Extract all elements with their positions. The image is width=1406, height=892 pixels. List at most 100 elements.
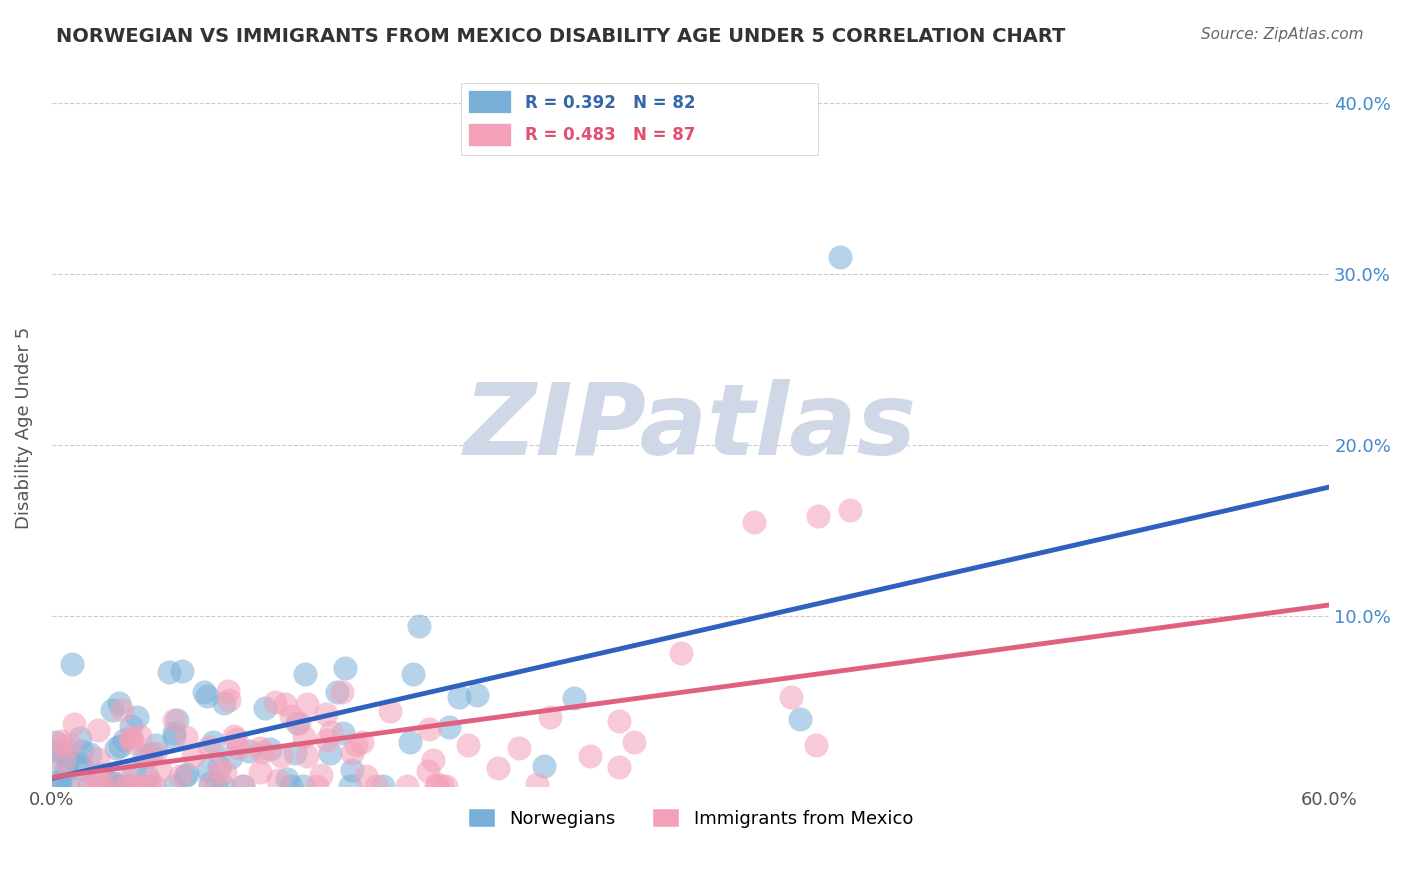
Point	[163, 726, 186, 740]
Point	[218, 693, 240, 707]
Point	[211, 780, 233, 794]
Point	[434, 780, 457, 794]
Point	[87, 752, 110, 766]
Point	[437, 720, 460, 734]
Point	[326, 685, 349, 699]
Point	[51, 738, 73, 752]
Point	[86, 770, 108, 784]
Point	[90, 766, 112, 780]
Point	[804, 739, 827, 753]
Point	[132, 750, 155, 764]
Text: NORWEGIAN VS IMMIGRANTS FROM MEXICO DISABILITY AGE UNDER 5 CORRELATION CHART: NORWEGIAN VS IMMIGRANTS FROM MEXICO DISA…	[56, 27, 1066, 45]
Point	[174, 769, 197, 783]
Point	[364, 780, 387, 794]
Point	[225, 731, 247, 746]
Point	[166, 713, 188, 727]
Point	[408, 619, 430, 633]
Point	[350, 735, 373, 749]
Point	[342, 763, 364, 777]
Point	[319, 725, 342, 739]
Point	[426, 777, 449, 791]
Point	[828, 250, 851, 264]
Point	[263, 695, 285, 709]
Point	[333, 661, 356, 675]
Point	[69, 731, 91, 745]
Point	[273, 697, 295, 711]
Point	[465, 688, 488, 702]
Point	[669, 646, 692, 660]
Point	[183, 749, 205, 764]
Point	[292, 730, 315, 744]
Point	[125, 710, 148, 724]
Point	[371, 780, 394, 794]
Point	[79, 747, 101, 761]
Point	[121, 735, 143, 749]
Point	[425, 780, 447, 794]
Point	[402, 667, 425, 681]
Point	[197, 763, 219, 777]
Point	[284, 747, 307, 761]
Point	[129, 729, 152, 743]
Point	[41, 753, 63, 767]
Point	[416, 764, 439, 778]
Point	[744, 515, 766, 529]
Point	[142, 780, 165, 794]
Point	[204, 780, 226, 794]
Point	[252, 745, 274, 759]
Point	[307, 780, 329, 794]
Point	[214, 765, 236, 780]
Point	[58, 754, 80, 768]
Point	[60, 657, 83, 672]
Point	[56, 748, 79, 763]
Point	[607, 714, 630, 729]
Point	[208, 760, 231, 774]
Point	[342, 746, 364, 760]
Point	[294, 667, 316, 681]
Point	[58, 739, 80, 753]
Point	[623, 735, 645, 749]
Point	[399, 735, 422, 749]
Point	[163, 730, 186, 744]
Point	[309, 768, 332, 782]
Point	[219, 750, 242, 764]
Point	[285, 715, 308, 730]
Point	[193, 684, 215, 698]
Point	[607, 760, 630, 774]
Point	[114, 779, 136, 793]
Y-axis label: Disability Age Under 5: Disability Age Under 5	[15, 326, 32, 529]
Point	[48, 780, 70, 794]
Legend: Norwegians, Immigrants from Mexico: Norwegians, Immigrants from Mexico	[461, 801, 920, 835]
Point	[295, 748, 318, 763]
Point	[430, 780, 453, 794]
Point	[139, 775, 162, 789]
Point	[319, 746, 342, 760]
Point	[143, 746, 166, 760]
Point	[139, 747, 162, 761]
Point	[280, 780, 302, 794]
Point	[232, 780, 254, 794]
Point	[117, 771, 139, 785]
Point	[53, 756, 76, 770]
Point	[526, 777, 548, 791]
Point	[96, 776, 118, 790]
Point	[84, 780, 107, 794]
Point	[100, 703, 122, 717]
Point	[332, 726, 354, 740]
Point	[91, 778, 114, 792]
Point	[208, 763, 231, 777]
Point	[110, 702, 132, 716]
Point	[149, 763, 172, 777]
Point	[63, 717, 86, 731]
Point	[145, 738, 167, 752]
Point	[533, 759, 555, 773]
Point	[72, 744, 94, 758]
Point	[87, 723, 110, 737]
Point	[418, 722, 440, 736]
Point	[72, 762, 94, 776]
Point	[135, 749, 157, 764]
Point	[380, 704, 402, 718]
Point	[315, 732, 337, 747]
Point	[48, 744, 70, 758]
Point	[121, 732, 143, 747]
Point	[198, 740, 221, 755]
